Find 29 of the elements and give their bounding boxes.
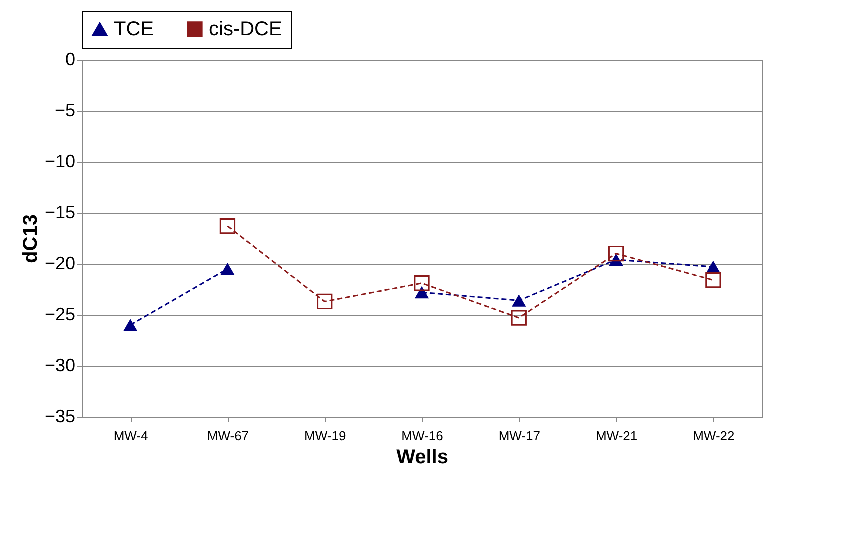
x-tick-label: MW-19: [304, 428, 346, 444]
x-axis-title: Wells: [396, 446, 448, 468]
point: [414, 276, 430, 292]
y-tick-label: −20: [44, 254, 76, 274]
point: [317, 294, 333, 310]
legend-label: TCE: [114, 18, 154, 40]
x-tick-label: MW-17: [498, 428, 540, 444]
y-tick-label: 0: [65, 50, 76, 70]
point: [511, 310, 527, 326]
point: [706, 272, 722, 288]
x-tick-label: MW-21: [596, 428, 638, 444]
x-tick-label: MW-67: [207, 428, 250, 444]
x-tick-label: MW-22: [693, 428, 735, 444]
point: [124, 319, 138, 332]
legend-label: cis-DCE: [209, 18, 282, 40]
y-tick-label: −25: [44, 304, 76, 324]
point: [512, 294, 526, 307]
point: [220, 262, 235, 276]
point: [414, 286, 430, 299]
x-tick-label: MW-4: [114, 428, 148, 444]
x-tick-label: MW-16: [402, 428, 444, 444]
y-tick-label: −35: [44, 406, 76, 426]
point: [220, 218, 236, 234]
y-axis-title: dC13: [20, 214, 42, 264]
point: [608, 246, 624, 262]
y-tick-label: −15: [44, 202, 76, 222]
y-tick-label: −5: [54, 100, 76, 120]
y-tick-label: −30: [44, 356, 76, 376]
y-tick-label: −10: [44, 152, 76, 172]
